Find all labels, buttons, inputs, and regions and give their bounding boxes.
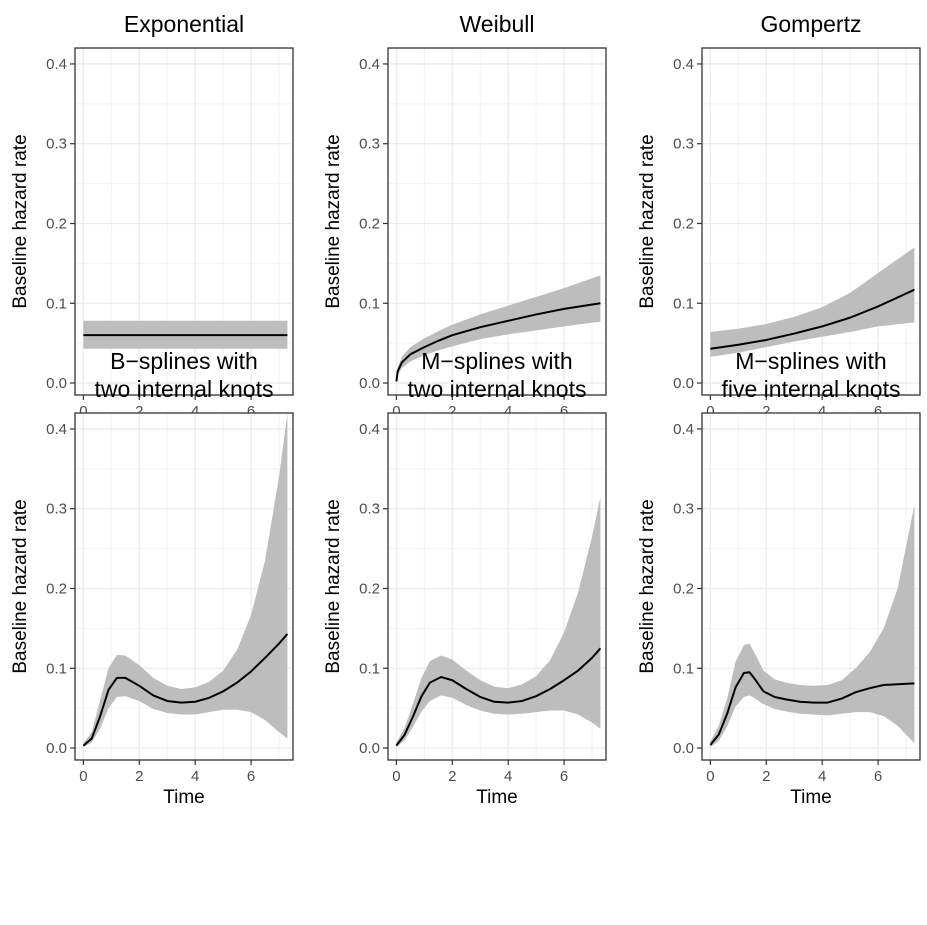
- panel-title: M−splines with: [421, 348, 572, 374]
- x-tick-label: 4: [504, 403, 512, 420]
- x-axis-title: Time: [163, 787, 205, 808]
- x-tick-label: 4: [818, 403, 826, 420]
- y-tick-label: 0.4: [46, 56, 67, 73]
- x-tick-label: 2: [762, 768, 770, 785]
- y-tick-label: 0.1: [359, 295, 380, 312]
- y-tick-label: 0.1: [46, 660, 67, 677]
- y-tick-label: 0.0: [46, 740, 67, 757]
- confidence-band: [396, 496, 601, 748]
- y-tick-label: 0.0: [359, 740, 380, 757]
- panel-title: B−splines with: [110, 348, 258, 374]
- x-tick-label: 6: [247, 768, 255, 785]
- x-tick-label: 2: [135, 768, 143, 785]
- y-tick-label: 0.0: [673, 375, 694, 392]
- x-tick-label: 2: [135, 403, 143, 420]
- x-tick-label: 6: [560, 403, 568, 420]
- x-tick-label: 0: [392, 403, 400, 420]
- panel-4: 0.0 0.1 0.2 0.3 0.4 0 2 4 6 Time Baseline hazard r…: [10, 348, 294, 808]
- x-axis-title: Time: [790, 787, 832, 808]
- confidence-band: [710, 504, 915, 748]
- confidence-band: [710, 247, 915, 357]
- y-tick-label: 0.0: [359, 375, 380, 392]
- y-tick-label: 0.4: [673, 421, 694, 438]
- panel-title: Gompertz: [761, 11, 862, 37]
- y-tick-label: 0.4: [359, 421, 380, 438]
- y-tick-label: 0.1: [673, 295, 694, 312]
- confidence-band: [396, 275, 601, 383]
- x-tick-label: 6: [874, 403, 882, 420]
- grid: [388, 48, 606, 395]
- x-tick-label: 0: [79, 403, 87, 420]
- grid: [75, 48, 293, 395]
- panel-border: [74, 412, 294, 761]
- hazard-line: [82, 633, 289, 747]
- y-axis-title: Baseline hazard rate: [10, 499, 31, 673]
- y-tick-label: 0.2: [46, 215, 67, 232]
- y-tick-label: 0.3: [359, 501, 380, 518]
- y-axis-title: Baseline hazard rate: [323, 134, 344, 308]
- x-tick-label: 4: [818, 768, 826, 785]
- panel-title: two internal knots: [408, 376, 587, 402]
- x-tick-label: 0: [392, 768, 400, 785]
- y-tick-label: 0.0: [46, 375, 67, 392]
- y-tick-label: 0.2: [46, 580, 67, 597]
- panel-border: [701, 47, 921, 396]
- panel-title: Exponential: [124, 11, 244, 37]
- y-axis-title: Baseline hazard rate: [323, 499, 344, 673]
- hazard-line: [395, 647, 602, 747]
- y-axis-title: Baseline hazard rate: [637, 134, 658, 308]
- panel-title: two internal knots: [95, 376, 274, 402]
- panel-6: 0.0 0.1 0.2 0.3 0.4 0 2 4 6 Time Baseline hazard r…: [637, 348, 921, 808]
- confidence-band: [83, 413, 288, 748]
- x-tick-label: 6: [247, 403, 255, 420]
- x-tick-label: 0: [79, 768, 87, 785]
- y-tick-label: 0.1: [46, 295, 67, 312]
- y-tick-label: 0.2: [673, 580, 694, 597]
- x-tick-label: 6: [560, 768, 568, 785]
- y-tick-label: 0.3: [673, 136, 694, 153]
- panel-5: 0.0 0.1 0.2 0.3 0.4 0 2 4 6 Time Baseline hazard r…: [323, 348, 607, 808]
- x-tick-label: 2: [448, 403, 456, 420]
- y-tick-label: 0.2: [359, 215, 380, 232]
- hazard-line: [710, 288, 915, 350]
- panel-border: [701, 412, 921, 761]
- y-tick-label: 0.4: [46, 421, 67, 438]
- y-tick-label: 0.0: [673, 740, 694, 757]
- grid: [702, 48, 920, 395]
- panel-border: [387, 412, 607, 761]
- panel-title: M−splines with: [735, 348, 886, 374]
- y-tick-label: 0.2: [673, 215, 694, 232]
- panel-title: Weibull: [460, 11, 535, 37]
- y-tick-label: 0.3: [359, 136, 380, 153]
- y-tick-label: 0.1: [359, 660, 380, 677]
- y-tick-label: 0.4: [673, 56, 694, 73]
- y-tick-label: 0.1: [673, 660, 694, 677]
- y-tick-label: 0.4: [359, 56, 380, 73]
- hazard-line: [709, 671, 915, 746]
- panel-border: [74, 47, 294, 396]
- x-tick-label: 2: [448, 768, 456, 785]
- panel-border: [387, 47, 607, 396]
- x-tick-label: 2: [762, 403, 770, 420]
- x-axis-title: Time: [476, 787, 518, 808]
- panel-title: five internal knots: [722, 376, 901, 402]
- x-tick-label: 4: [191, 768, 199, 785]
- y-tick-label: 0.2: [359, 580, 380, 597]
- y-tick-label: 0.3: [673, 501, 694, 518]
- hazard-line: [395, 302, 601, 382]
- x-tick-label: 4: [504, 768, 512, 785]
- x-tick-label: 0: [706, 768, 714, 785]
- x-tick-label: 6: [874, 768, 882, 785]
- y-axis-title: Baseline hazard rate: [637, 499, 658, 673]
- y-tick-label: 0.3: [46, 136, 67, 153]
- y-axis-title: Baseline hazard rate: [10, 134, 31, 308]
- x-tick-label: 0: [706, 403, 714, 420]
- y-tick-label: 0.3: [46, 501, 67, 518]
- x-tick-label: 4: [191, 403, 199, 420]
